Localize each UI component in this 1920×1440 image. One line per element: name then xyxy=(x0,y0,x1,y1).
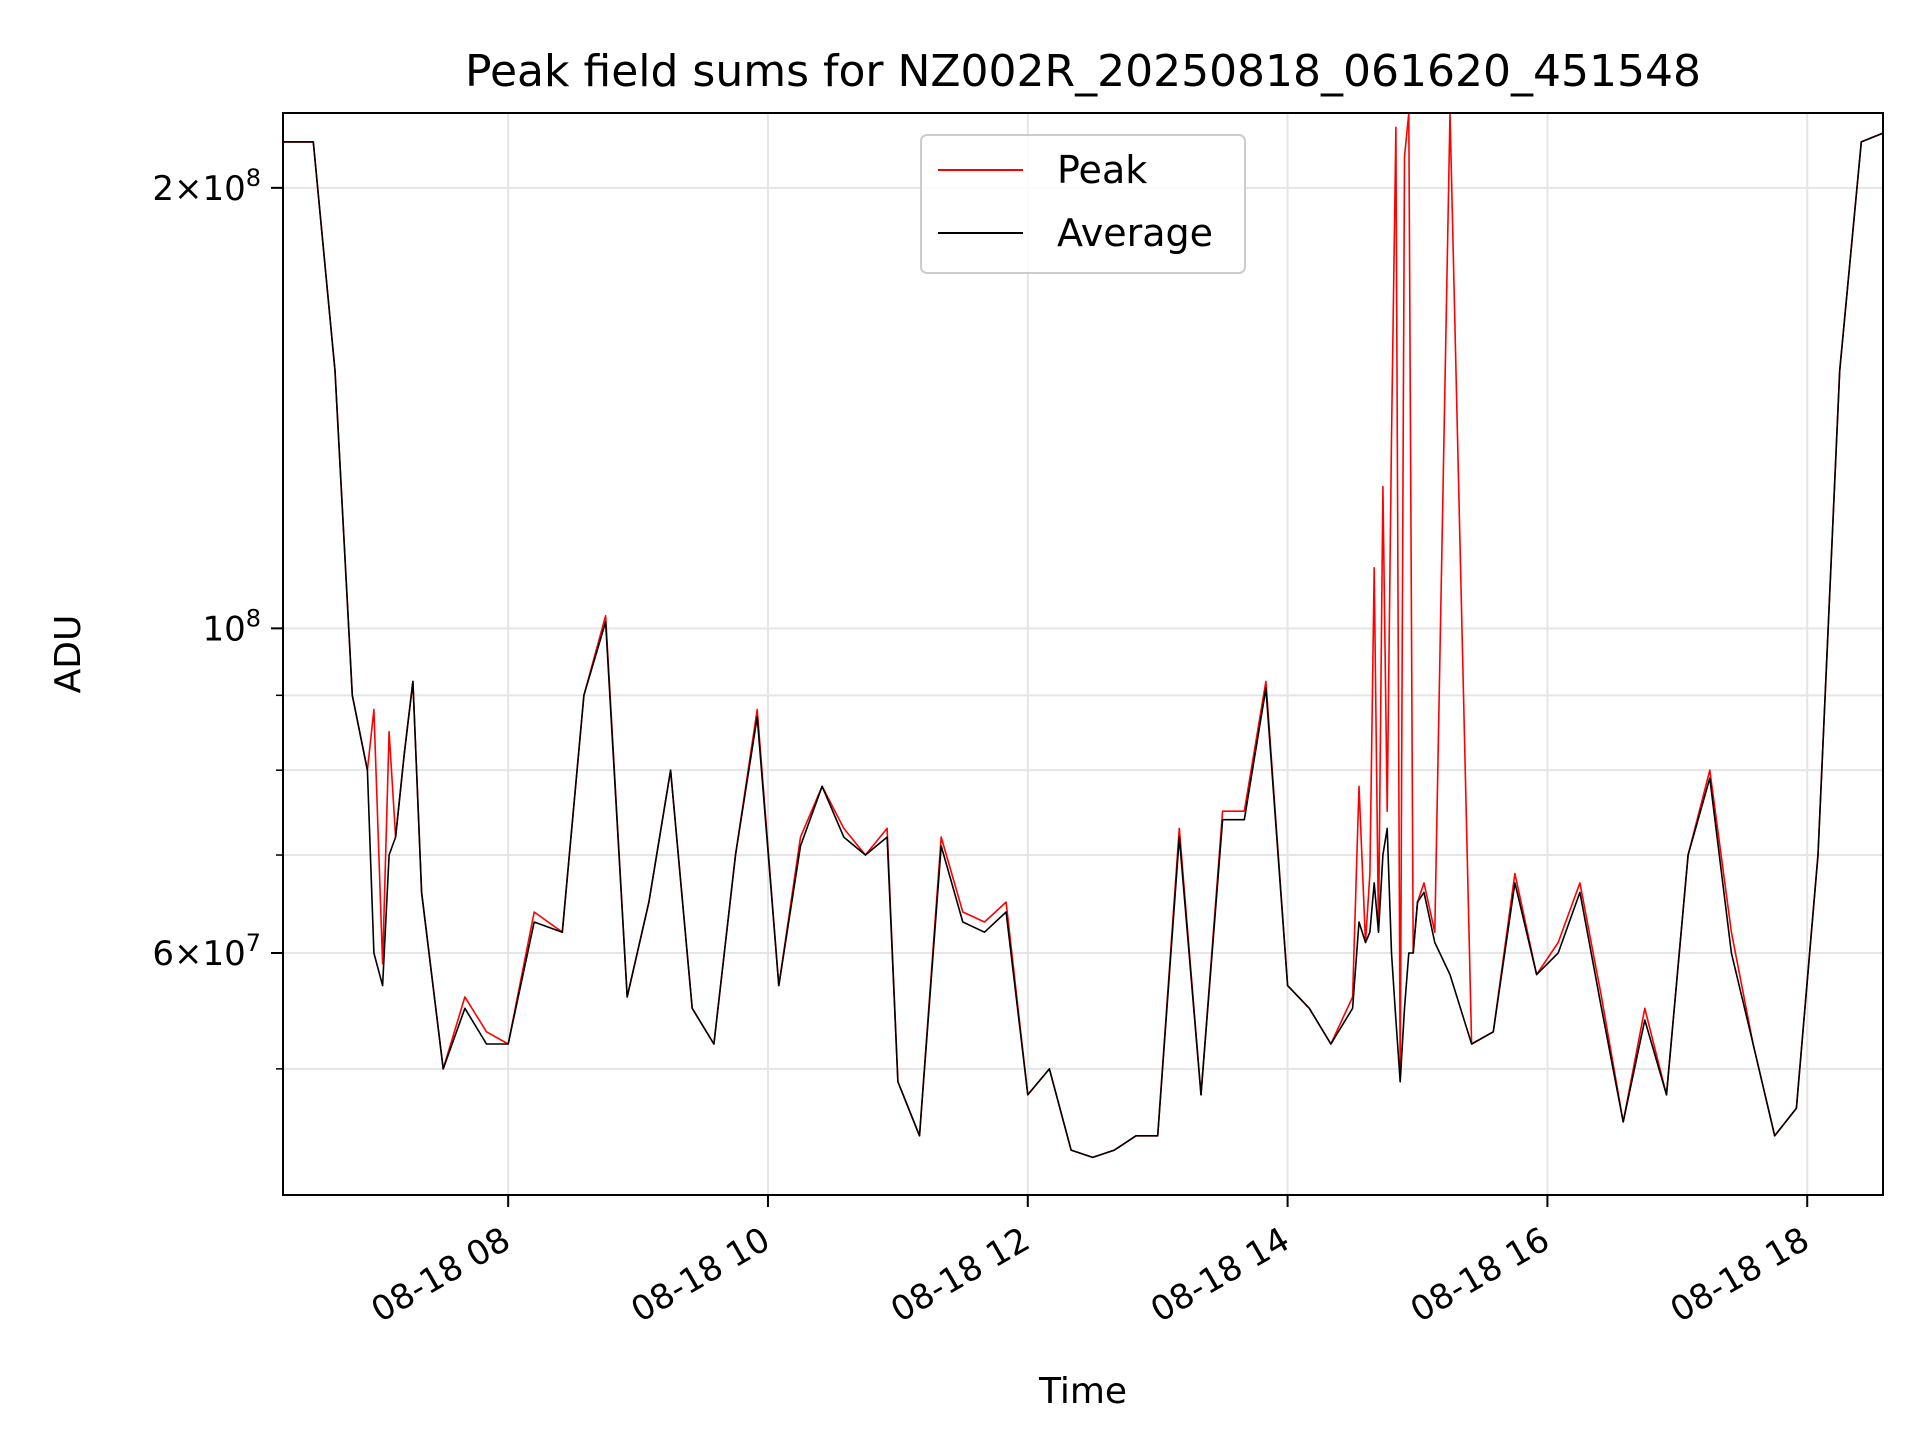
y-tick-label: 108 xyxy=(202,604,261,649)
series-line-average xyxy=(283,132,1884,1159)
grid xyxy=(283,113,1883,1195)
legend-label-average: Average xyxy=(1057,211,1213,255)
legend: Peak Average xyxy=(920,134,1246,274)
series-group xyxy=(283,112,1884,1159)
y-tick-label: 2×108 xyxy=(152,164,261,209)
plot-frame xyxy=(282,112,1884,1196)
y-tick-label: 6×107 xyxy=(152,929,261,974)
y-axis-label: ADU xyxy=(48,615,89,694)
x-axis-label: Time xyxy=(1038,1371,1127,1412)
legend-label-peak: Peak xyxy=(1057,148,1147,192)
chart-title: Peak field sums for NZ002R_20250818_0616… xyxy=(465,46,1701,97)
